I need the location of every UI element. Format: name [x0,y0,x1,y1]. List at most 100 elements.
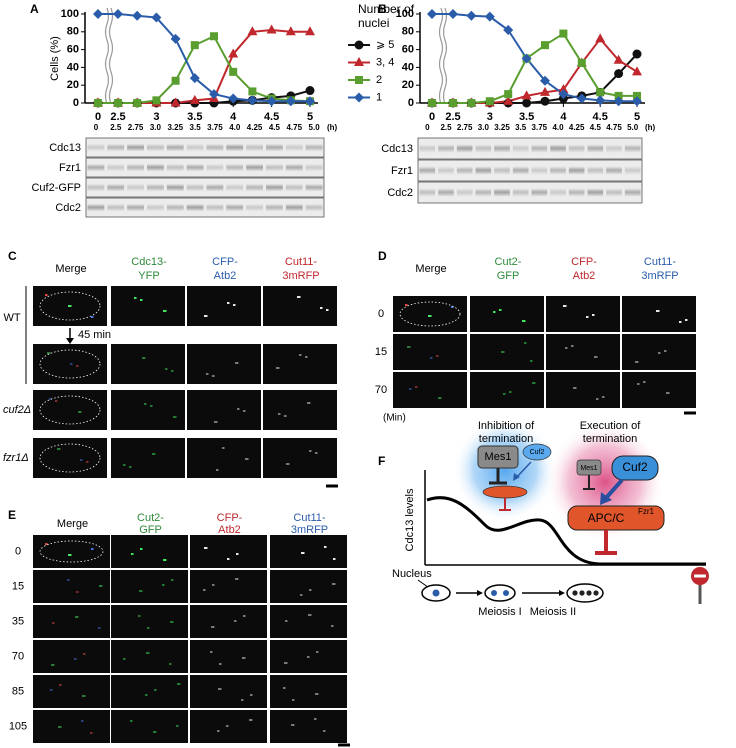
speck [242,657,246,659]
lane-label: 2.5 [440,123,452,132]
speck [210,651,213,653]
series-line [98,13,310,103]
legend-label: 1 [376,91,382,103]
point [189,73,200,84]
column-header: 3mRFP [282,270,319,282]
blot-label: Fzr1 [391,165,413,177]
speck [86,461,89,463]
speck [203,589,206,591]
point [595,95,606,106]
point [521,53,532,64]
speck [82,695,86,697]
blot-band [206,184,224,191]
speck [55,400,58,402]
row-label: WT [3,312,20,324]
lane-label: 2.5 [110,123,122,132]
blot-band [166,204,184,211]
arrow-head [477,590,483,596]
column-header: Cdc13- [131,256,167,268]
nucleus [432,589,440,597]
blot-band [87,164,105,171]
point [114,99,122,107]
speck [565,347,568,349]
x-tick-label: 0 [429,111,435,123]
blot-band [107,164,125,171]
speck [134,297,137,299]
blot-band [624,144,641,153]
y-tick-label: 40 [402,61,414,73]
series-line [432,53,638,104]
box-label: Mes1 [485,451,512,463]
panel-label: E [8,508,16,522]
column-header: Merge [415,263,446,275]
lane-label: 3.75 [532,123,548,132]
point [305,26,315,36]
speck [176,725,179,727]
blot-band [606,144,622,153]
lane-unit: (h) [327,123,338,132]
lane-label: 4.25 [247,123,263,132]
point [596,88,605,97]
speck [163,559,167,561]
speck [211,626,215,628]
speck [80,459,83,461]
blot-band [550,144,566,153]
speck [217,730,220,732]
series-line [98,34,311,104]
point [632,66,642,76]
x-tick-label: 3 [487,111,493,123]
speck [153,731,157,733]
blot-band [550,188,566,197]
micrograph [33,390,107,430]
lane-label: 2.75 [128,123,144,132]
speck [499,309,502,311]
speck [451,306,454,308]
speck [245,458,249,460]
lane-label: 3.0 [478,123,490,132]
blot-label: Cdc2 [387,187,413,199]
micrograph [263,286,337,326]
cell-label: Nucleus [392,568,432,580]
micrograph [111,710,188,743]
micrograph [190,605,267,638]
lane-label: 4.0 [229,123,241,132]
speck [227,558,230,560]
lane-label: 0 [94,123,99,132]
arrow-head [513,473,520,481]
point [576,93,587,104]
blot-band [419,188,436,197]
column-header: Atb2 [214,270,237,282]
speck [177,683,181,685]
legend-marker [354,57,364,66]
micrograph [111,570,188,603]
speck [146,652,150,654]
blot [417,181,643,204]
speck [236,553,239,555]
y-tick-label: 100 [61,8,79,20]
legend-title: Number of nuclei [358,2,415,30]
x-tick-label: 5 [634,111,640,123]
point [484,11,495,22]
blot-band [186,204,204,211]
speck [664,350,667,352]
y-tick-label: 80 [67,26,79,38]
micrograph [622,372,696,408]
blot-band [206,204,224,211]
blot-band [127,164,144,171]
y-tick-label: 80 [402,26,414,38]
speck [332,583,336,585]
x-tick-label: 4.5 [593,111,608,123]
time-label: 45 min [78,329,111,341]
blot-band [305,184,323,191]
point [248,87,257,96]
column-header: GFP [139,524,162,536]
point [613,96,624,107]
cell-outline [39,291,101,321]
blot-band [531,144,548,153]
speck [284,415,287,417]
speck [76,591,79,593]
blot-band [87,184,105,191]
blot-band [107,184,125,191]
blot-band [305,204,323,211]
